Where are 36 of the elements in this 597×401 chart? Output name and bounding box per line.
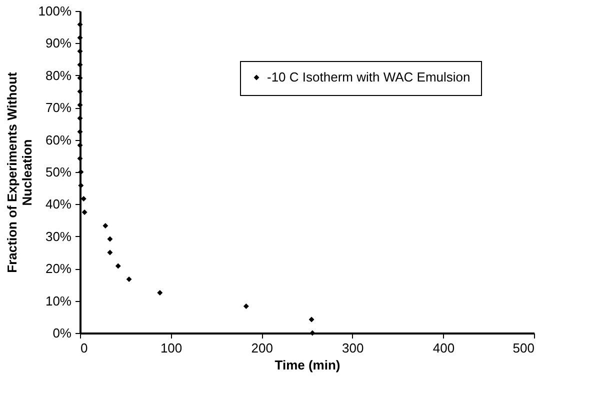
point <box>126 276 132 282</box>
x-tick-label: 500 <box>512 340 534 356</box>
point <box>115 263 121 269</box>
point <box>310 330 316 336</box>
y-tick-label: 10% <box>45 293 72 308</box>
point <box>107 250 113 256</box>
y-tick-label: 40% <box>45 196 72 212</box>
x-tick-label: 300 <box>342 340 364 356</box>
x-tick-label: 100 <box>160 340 182 356</box>
point <box>77 88 83 94</box>
point <box>77 22 83 28</box>
point <box>243 304 249 310</box>
legend-label: -10 C Isotherm with WAC Emulsion <box>267 70 470 84</box>
y-tick-label: 100% <box>38 4 72 18</box>
y-tick-label: 0% <box>52 326 72 340</box>
y-tick-label: 90% <box>45 36 72 51</box>
y-tick-label: 70% <box>45 100 72 116</box>
point <box>82 210 88 215</box>
x-tick-label: 200 <box>251 340 273 356</box>
x-tick-label: 400 <box>432 340 455 356</box>
y-tick-label: 50% <box>45 164 72 180</box>
point <box>107 236 113 242</box>
y-tick-label: 60% <box>45 132 72 148</box>
point <box>157 290 163 296</box>
x-tick-label: 0 <box>80 340 88 356</box>
y-tick-label: 30% <box>45 228 72 244</box>
point <box>77 156 83 162</box>
point <box>78 182 84 188</box>
point <box>102 223 108 229</box>
x-axis-title: Time (min) <box>274 358 340 372</box>
y-axis-title: Fraction of Experiments Without Nucleation <box>4 71 34 273</box>
point <box>78 169 84 175</box>
y-tick-label: 80% <box>45 68 72 83</box>
point <box>77 102 83 108</box>
point <box>308 316 314 322</box>
y-tick-label: 20% <box>45 261 72 276</box>
